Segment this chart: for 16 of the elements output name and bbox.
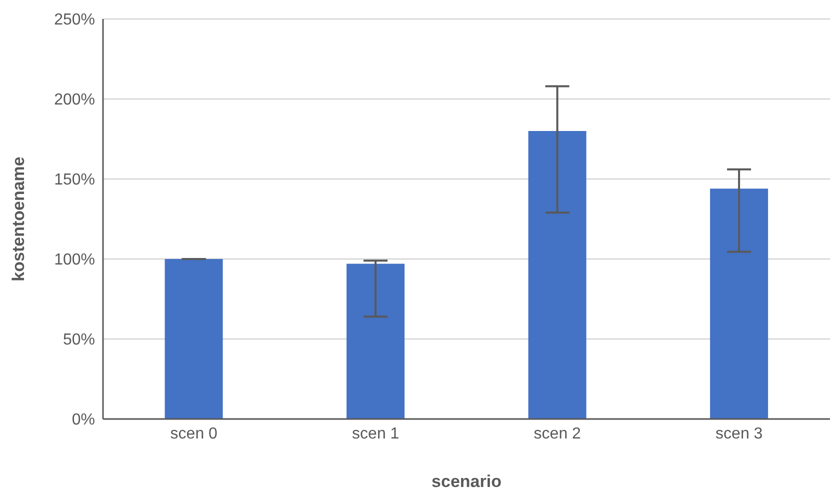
y-tick-label: 50% <box>62 332 95 349</box>
y-tick-label: 100% <box>54 252 95 269</box>
y-tick-label: 250% <box>54 12 95 29</box>
bar <box>346 264 405 419</box>
x-tick-label: scen 2 <box>534 425 582 442</box>
bar <box>710 188 768 419</box>
y-tick-label: 0% <box>72 412 95 429</box>
x-tick-label: scen 0 <box>170 425 218 442</box>
x-tick-label: scen 3 <box>716 425 763 442</box>
y-tick-label: 200% <box>54 92 95 109</box>
bar <box>164 259 223 419</box>
x-axis-title: scenario <box>432 472 502 491</box>
y-axis-title: kostentoename <box>9 156 28 282</box>
bar <box>528 131 586 419</box>
x-tick-label: scen 1 <box>352 425 400 442</box>
y-tick-label: 150% <box>54 172 95 189</box>
